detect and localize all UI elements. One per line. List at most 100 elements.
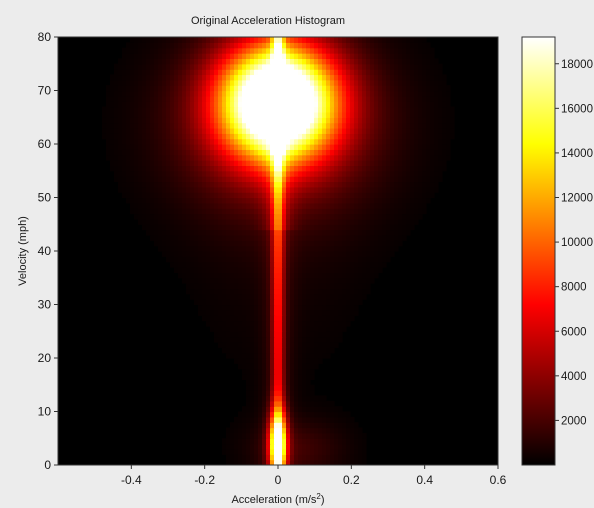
heatmap-cell (314, 352, 319, 359)
heatmap-cell (414, 154, 419, 161)
heatmap-cell (214, 117, 219, 124)
heatmap-cell (322, 202, 327, 209)
heatmap-cell (370, 256, 375, 263)
heatmap-cell (390, 170, 395, 177)
heatmap-cell (130, 170, 135, 177)
heatmap-cell (298, 267, 303, 273)
heatmap-cell (330, 256, 335, 263)
heatmap-cell (286, 368, 291, 375)
heatmap-cell (318, 352, 323, 359)
heatmap-cell (250, 411, 255, 418)
heatmap-cell (210, 53, 215, 59)
heatmap-cell (234, 229, 239, 236)
heatmap-cell (354, 74, 359, 81)
heatmap-cell (226, 127, 231, 134)
heatmap-cell (158, 79, 163, 86)
heatmap-cell (390, 202, 395, 209)
heatmap-cell (270, 117, 275, 124)
heatmap-cell (370, 37, 375, 43)
heatmap-cell (318, 406, 323, 413)
heatmap-cell (286, 181, 291, 188)
heatmap-cell (362, 149, 367, 156)
heatmap-cell (370, 245, 375, 252)
heatmap-cell (258, 133, 263, 140)
heatmap-cell (110, 85, 115, 92)
heatmap-cell (266, 341, 271, 348)
heatmap-cell (290, 358, 295, 364)
heatmap-cell (274, 374, 279, 380)
heatmap-cell (278, 256, 283, 263)
heatmap-cell (174, 186, 179, 193)
heatmap-cell (170, 213, 175, 220)
heatmap-cell (198, 95, 203, 102)
heatmap-cell (310, 192, 315, 199)
heatmap-cell (158, 74, 163, 81)
heatmap-cell (138, 208, 143, 215)
heatmap-cell (438, 111, 443, 118)
heatmap-cell (410, 154, 415, 161)
heatmap-cell (434, 111, 439, 118)
heatmap-cell (210, 95, 215, 102)
heatmap-cell (146, 186, 151, 193)
heatmap-cell (410, 47, 415, 54)
heatmap-cell (386, 95, 391, 102)
heatmap-cell (142, 202, 147, 209)
heatmap-cell (194, 267, 199, 273)
heatmap-cell (410, 197, 415, 204)
heatmap-cell (366, 37, 371, 43)
heatmap-cell (182, 176, 187, 183)
heatmap-cell (350, 63, 355, 70)
heatmap-cell (178, 53, 183, 59)
heatmap-cell (302, 331, 307, 338)
heatmap-cell (182, 267, 187, 273)
heatmap-cell (378, 47, 383, 54)
heatmap-cell (242, 443, 247, 450)
heatmap-cell (142, 192, 147, 199)
heatmap-cell (298, 422, 303, 429)
heatmap-cell (334, 74, 339, 81)
heatmap-cell (178, 133, 183, 140)
heatmap-cell (310, 176, 315, 183)
heatmap-cell (346, 63, 351, 70)
heatmap-cell (218, 90, 223, 97)
heatmap-cell (322, 165, 327, 172)
heatmap-cell (270, 341, 275, 348)
heatmap-cell (338, 181, 343, 188)
heatmap-cell (342, 422, 347, 429)
heatmap-cell (290, 218, 295, 225)
heatmap-cell (230, 304, 235, 311)
heatmap-cell (314, 272, 319, 279)
heatmap-cell (234, 213, 239, 220)
heatmap-cell (326, 144, 331, 150)
heatmap-cell (246, 229, 251, 236)
heatmap-cell (278, 106, 283, 113)
heatmap-cell (206, 208, 211, 215)
heatmap-cell (298, 416, 303, 423)
heatmap-cell (210, 37, 215, 43)
heatmap-cell (266, 245, 271, 252)
heatmap-cell (198, 58, 203, 65)
heatmap-cell (322, 122, 327, 129)
heatmap-cell (434, 101, 439, 108)
heatmap-cell (122, 133, 127, 140)
heatmap-cell (290, 186, 295, 193)
heatmap-cell (286, 277, 291, 284)
heatmap-cell (158, 58, 163, 65)
heatmap-cell (442, 127, 447, 134)
heatmap-cell (330, 411, 335, 418)
heatmap-cell (346, 229, 351, 236)
heatmap-cell (294, 240, 299, 247)
heatmap-cell (278, 138, 283, 145)
heatmap-cell (278, 79, 283, 86)
heatmap-cell (262, 304, 267, 311)
heatmap-cell (390, 218, 395, 225)
heatmap-cell (194, 234, 199, 241)
heatmap-cell (298, 432, 303, 439)
heatmap-cell (306, 95, 311, 102)
heatmap-cell (270, 149, 275, 156)
heatmap-cell (162, 74, 167, 81)
heatmap-cell (138, 69, 143, 76)
heatmap-cell (290, 63, 295, 70)
heatmap-cell (318, 176, 323, 183)
heatmap-cell (362, 58, 367, 65)
